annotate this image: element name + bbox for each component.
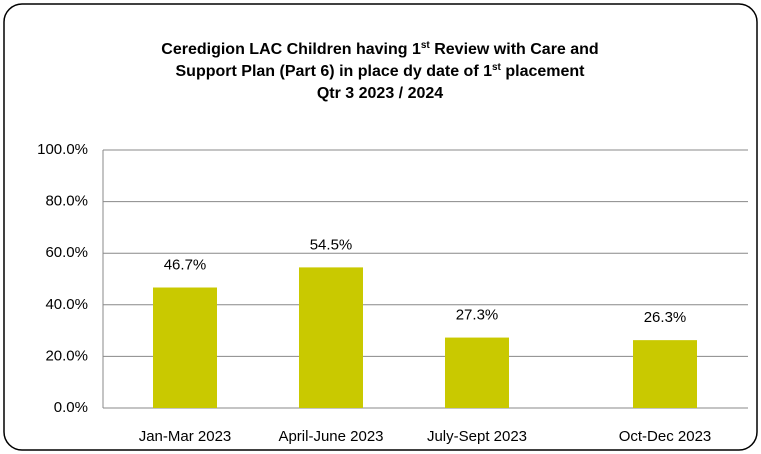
- y-tick-label: 60.0%: [45, 244, 88, 261]
- x-tick-label: July-Sept 2023: [427, 428, 527, 445]
- data-label: 54.5%: [310, 236, 353, 253]
- y-tick-label: 0.0%: [54, 399, 88, 416]
- data-label: 26.3%: [644, 309, 687, 326]
- y-tick-label: 100.0%: [37, 141, 88, 158]
- bar: [299, 267, 363, 408]
- x-tick-label: Oct-Dec 2023: [619, 428, 712, 445]
- bar: [633, 340, 697, 408]
- chart-title: Qtr 3 2023 / 2024: [317, 85, 443, 102]
- bar: [445, 337, 509, 408]
- data-label: 27.3%: [456, 307, 499, 324]
- x-tick-label: April-June 2023: [278, 428, 383, 445]
- chart-title: Support Plan (Part 6) in place dy date o…: [176, 62, 586, 81]
- chart-title: Ceredigion LAC Children having 1st Revie…: [161, 40, 598, 59]
- bar: [153, 287, 217, 408]
- y-tick-label: 20.0%: [45, 347, 88, 364]
- y-tick-label: 40.0%: [45, 296, 88, 313]
- x-tick-label: Jan-Mar 2023: [139, 428, 232, 445]
- y-tick-label: 80.0%: [45, 193, 88, 210]
- data-label: 46.7%: [164, 256, 207, 273]
